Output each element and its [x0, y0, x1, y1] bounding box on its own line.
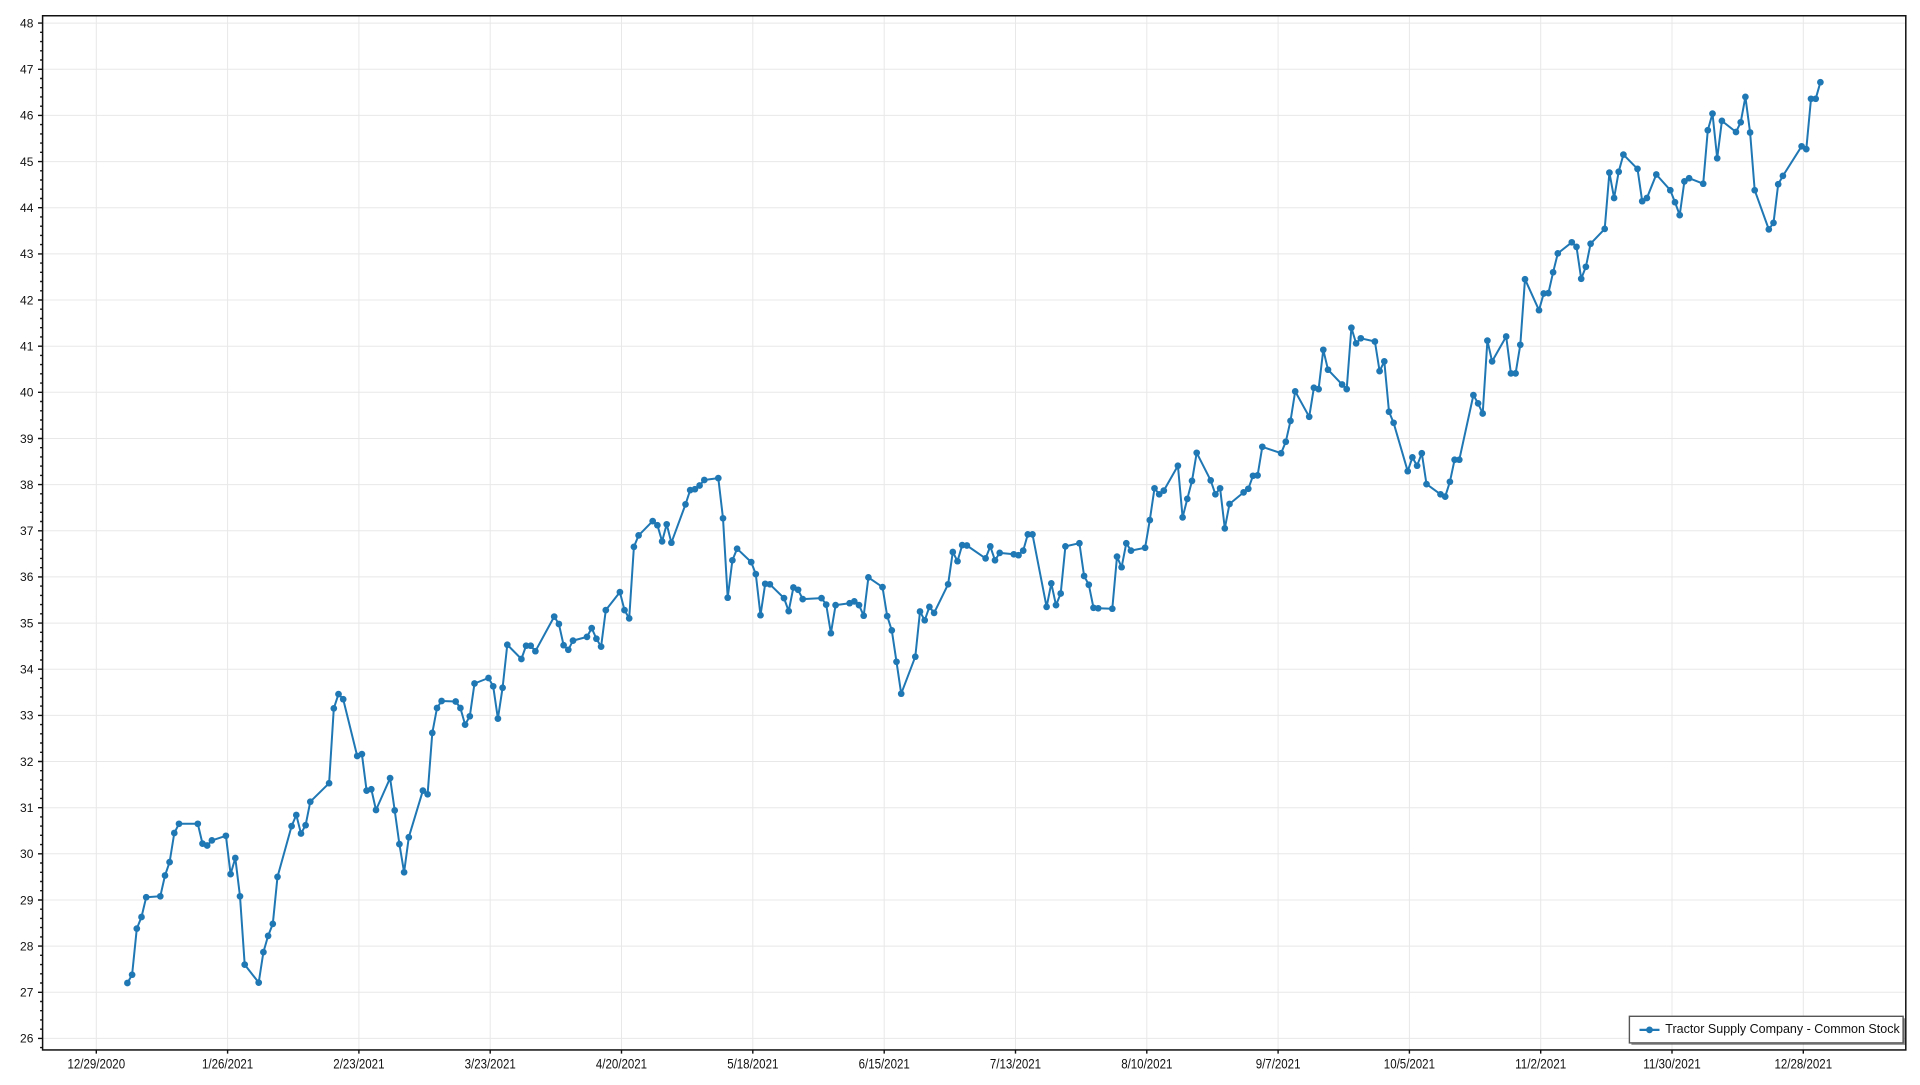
- svg-text:11/2/2021: 11/2/2021: [1515, 1055, 1566, 1071]
- svg-text:44: 44: [20, 201, 34, 215]
- svg-text:26: 26: [20, 1032, 34, 1046]
- svg-text:9/7/2021: 9/7/2021: [1256, 1055, 1301, 1071]
- svg-text:48: 48: [20, 16, 34, 30]
- svg-text:10/5/2021: 10/5/2021: [1384, 1055, 1435, 1071]
- svg-text:12/28/2021: 12/28/2021: [1775, 1055, 1833, 1071]
- svg-text:27: 27: [20, 986, 34, 1000]
- svg-text:35: 35: [20, 616, 34, 630]
- svg-text:37: 37: [20, 524, 34, 538]
- svg-text:6/15/2021: 6/15/2021: [859, 1055, 910, 1071]
- svg-text:7/13/2021: 7/13/2021: [990, 1055, 1041, 1071]
- svg-text:4/20/2021: 4/20/2021: [596, 1055, 647, 1071]
- svg-text:30: 30: [20, 847, 34, 861]
- svg-text:2/23/2021: 2/23/2021: [333, 1055, 384, 1071]
- svg-text:41: 41: [20, 340, 34, 354]
- svg-text:31: 31: [20, 801, 34, 815]
- svg-text:1/26/2021: 1/26/2021: [202, 1055, 253, 1071]
- svg-text:Tractor Supply Company - Commo: Tractor Supply Company - Common Stock: [1665, 1022, 1900, 1036]
- svg-text:39: 39: [20, 432, 34, 446]
- svg-text:28: 28: [20, 939, 34, 953]
- svg-text:42: 42: [20, 293, 34, 307]
- svg-text:46: 46: [20, 109, 34, 123]
- svg-text:43: 43: [20, 247, 34, 261]
- svg-text:11/30/2021: 11/30/2021: [1643, 1055, 1701, 1071]
- svg-text:38: 38: [20, 478, 34, 492]
- svg-text:8/10/2021: 8/10/2021: [1121, 1055, 1172, 1071]
- svg-text:29: 29: [20, 893, 34, 907]
- svg-text:12/29/2020: 12/29/2020: [68, 1055, 126, 1071]
- svg-text:34: 34: [20, 663, 34, 677]
- svg-text:40: 40: [20, 386, 34, 400]
- svg-text:32: 32: [20, 755, 34, 769]
- svg-text:33: 33: [20, 709, 34, 723]
- svg-text:47: 47: [20, 63, 34, 77]
- svg-text:3/23/2021: 3/23/2021: [465, 1055, 516, 1071]
- svg-text:45: 45: [20, 155, 34, 169]
- svg-text:36: 36: [20, 570, 34, 584]
- svg-text:5/18/2021: 5/18/2021: [727, 1055, 778, 1071]
